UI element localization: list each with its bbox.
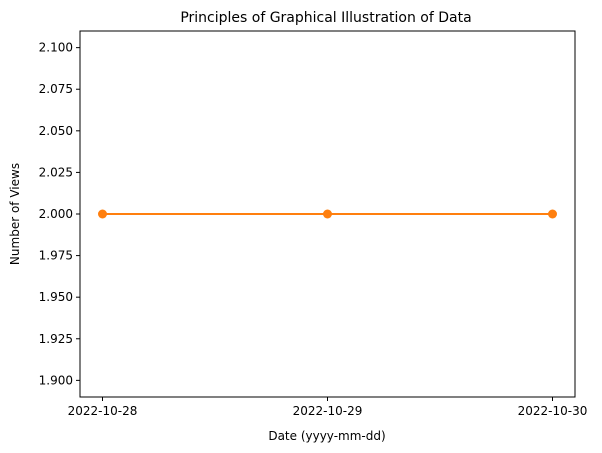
y-tick-label: 2.100 [39,41,73,55]
x-axis: 2022-10-28 2022-10-29 2022-10-30 [68,397,588,418]
y-tick-label: 2.075 [39,82,73,96]
y-tick-label: 1.975 [39,249,73,263]
data-point [548,209,557,219]
y-tick-label: 2.050 [39,124,73,138]
data-point [323,209,332,219]
series-layer [98,209,557,219]
y-axis: 1.900 1.925 1.950 1.975 2.000 2.025 2.050 2.075… [39,41,80,387]
x-axis-label: Date (yyyy-mm-dd) [268,429,385,443]
x-tick-label: 2022-10-28 [68,404,138,418]
y-tick-label: 1.900 [39,373,73,387]
y-tick-label: 1.925 [39,332,73,346]
y-tick-label: 2.025 [39,165,73,179]
y-tick-label: 2.000 [39,207,73,221]
x-tick-label: 2022-10-29 [293,404,363,418]
chart-title: Principles of Graphical Illustration of … [180,10,471,26]
x-tick-label: 2022-10-30 [518,404,588,418]
y-axis-label: Number of Views [8,163,22,265]
y-tick-label: 1.950 [39,290,73,304]
data-point [98,209,107,219]
